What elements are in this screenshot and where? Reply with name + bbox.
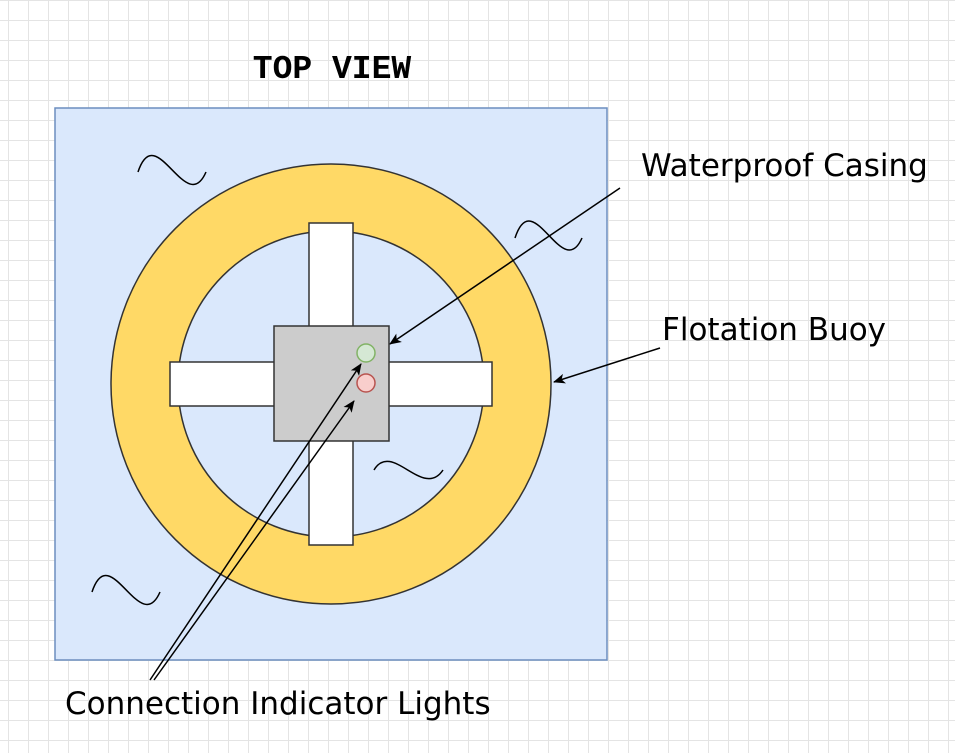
wave-icon <box>91 574 161 606</box>
wave-icon <box>373 460 444 480</box>
label-flotation-buoy: Flotation Buoy <box>662 312 886 348</box>
indicator-light-green <box>356 343 376 363</box>
wave-icon <box>137 154 207 186</box>
wave-icon <box>514 220 583 251</box>
casing-arrow <box>389 187 621 345</box>
light-arrow-green <box>149 363 362 681</box>
buoy-arrow <box>553 347 661 384</box>
label-connection-lights: Connection Indicator Lights <box>65 686 491 722</box>
diagram-title: TOP VIEW <box>253 51 412 88</box>
indicator-light-red <box>356 373 376 393</box>
label-waterproof-casing: Waterproof Casing <box>641 148 928 184</box>
light-arrow-red <box>153 400 355 681</box>
